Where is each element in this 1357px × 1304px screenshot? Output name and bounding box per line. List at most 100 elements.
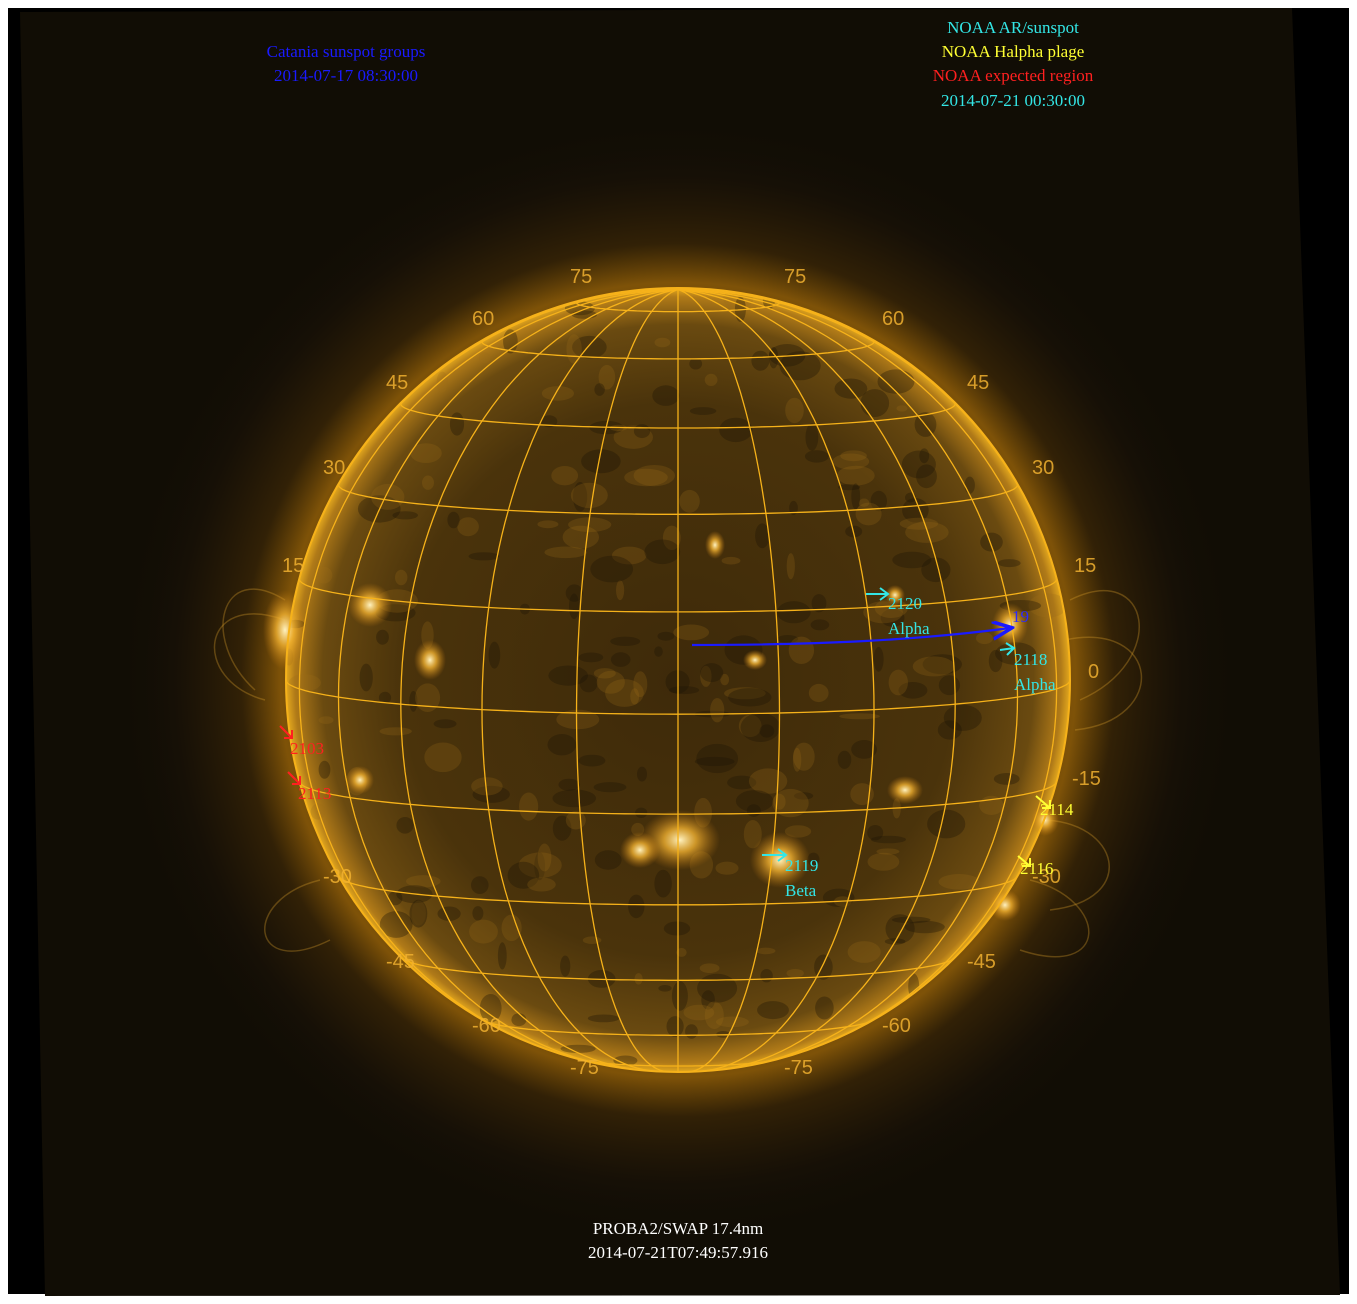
surface-feature bbox=[912, 656, 955, 677]
expected-2113-arrow-icon bbox=[287, 771, 301, 785]
lat-label-left-30: 30 bbox=[323, 457, 345, 479]
surface-feature bbox=[544, 546, 587, 559]
noaa-legend-ar-sunspot: NOAA AR/sunspot bbox=[947, 18, 1079, 37]
surface-feature bbox=[433, 719, 457, 729]
surface-feature bbox=[683, 1004, 715, 1021]
grid-line bbox=[481, 288, 679, 1072]
surface-feature bbox=[964, 476, 975, 494]
surface-feature bbox=[579, 674, 598, 693]
lat-label-right-neg45: -45 bbox=[967, 951, 996, 973]
surface-feature bbox=[581, 449, 621, 474]
surface-feature bbox=[635, 807, 648, 818]
catania-track-arrow bbox=[691, 628, 1010, 647]
surface-feature bbox=[395, 569, 408, 586]
surface-feature bbox=[570, 482, 608, 509]
noaa-legend-expected-region: NOAA expected region bbox=[932, 66, 1094, 85]
surface-feature bbox=[759, 724, 775, 738]
lat-label-right-75: 75 bbox=[784, 266, 806, 288]
surface-feature bbox=[738, 714, 762, 738]
surface-feature bbox=[668, 686, 700, 695]
surface-feature bbox=[611, 546, 647, 565]
surface-feature bbox=[359, 663, 373, 692]
surface-feature bbox=[815, 996, 834, 1020]
surface-feature bbox=[578, 754, 606, 767]
surface-feature bbox=[905, 521, 949, 543]
grid-line bbox=[400, 288, 679, 1072]
surface-feature bbox=[409, 691, 418, 712]
instrument-name: PROBA2/SWAP 17.4nm bbox=[592, 1219, 764, 1238]
surface-feature bbox=[743, 820, 762, 849]
surface-feature bbox=[593, 668, 616, 679]
ar-2119: 2119 Beta bbox=[762, 848, 818, 900]
surface-feature bbox=[789, 500, 798, 516]
surface-feature bbox=[587, 1014, 620, 1023]
surface-feature bbox=[838, 484, 861, 491]
plage-2114: 2114 bbox=[1035, 795, 1074, 819]
surface-feature bbox=[700, 665, 712, 687]
surface-feature bbox=[867, 825, 884, 841]
surface-feature bbox=[468, 552, 500, 561]
surface-feature bbox=[779, 351, 821, 381]
expected-2113: 2113 bbox=[287, 771, 331, 803]
surface-feature bbox=[715, 861, 739, 875]
surface-feature bbox=[793, 742, 815, 771]
surface-feature bbox=[410, 443, 442, 463]
expected-2103: 2103 bbox=[279, 725, 324, 758]
surface-feature bbox=[867, 852, 900, 871]
surface-feature bbox=[569, 593, 580, 620]
surface-feature bbox=[701, 990, 715, 1010]
surface-feature bbox=[518, 852, 562, 878]
surface-feature bbox=[700, 663, 724, 683]
surface-feature bbox=[572, 335, 607, 359]
ar-2120-class: Alpha bbox=[888, 619, 930, 638]
surface-feature bbox=[411, 900, 426, 926]
lat-label-left-neg30: -30 bbox=[323, 866, 352, 888]
surface-feature bbox=[566, 334, 582, 364]
surface-feature bbox=[891, 916, 931, 924]
surface-feature bbox=[556, 709, 600, 730]
surface-feature bbox=[562, 525, 599, 549]
surface-feature bbox=[436, 371, 448, 393]
surface-feature bbox=[560, 955, 571, 977]
catania-legend-time: 2014-07-17 08:30:00 bbox=[273, 66, 419, 85]
surface-feature bbox=[777, 601, 811, 624]
grid-labels: 75 60 45 30 15 -30 -45 -60 -75 75 60 45 … bbox=[282, 266, 1101, 1079]
surface-feature bbox=[552, 815, 572, 841]
surface-feature bbox=[873, 646, 884, 672]
surface-feature bbox=[548, 1039, 578, 1049]
ar-2118-arrow-icon bbox=[999, 642, 1016, 656]
surface-feature bbox=[447, 511, 460, 529]
surface-feature bbox=[724, 687, 766, 700]
surface-feature bbox=[288, 674, 321, 692]
surface-feature bbox=[757, 1001, 789, 1020]
surface-feature bbox=[735, 790, 774, 813]
surface-feature bbox=[870, 835, 907, 844]
surface-feature bbox=[594, 850, 622, 870]
surface-feature bbox=[748, 768, 788, 794]
surface-feature bbox=[792, 747, 802, 772]
surface-feature bbox=[943, 704, 982, 731]
surface-feature bbox=[777, 635, 799, 643]
surface-feature bbox=[697, 973, 738, 1003]
surface-texture bbox=[286, 290, 1068, 1066]
grid-line bbox=[677, 288, 1019, 1070]
lat-label-left-15: 15 bbox=[282, 555, 304, 577]
surface-feature bbox=[880, 609, 905, 627]
lat-label-left-neg60: -60 bbox=[472, 1015, 501, 1037]
surface-feature bbox=[379, 911, 413, 938]
ar-2119-class: Beta bbox=[785, 881, 817, 900]
surface-feature bbox=[696, 743, 739, 774]
surface-feature bbox=[834, 378, 868, 399]
surface-feature bbox=[633, 465, 675, 487]
surface-feature bbox=[633, 424, 651, 439]
surface-feature bbox=[851, 740, 877, 759]
surface-feature bbox=[634, 973, 643, 985]
grid-line bbox=[677, 288, 1058, 1059]
surface-feature bbox=[976, 632, 993, 645]
surface-feature bbox=[927, 809, 966, 839]
surface-feature bbox=[657, 631, 675, 641]
lat-label-right-15: 15 bbox=[1074, 555, 1096, 577]
surface-feature bbox=[519, 792, 539, 821]
surface-feature bbox=[786, 968, 804, 978]
